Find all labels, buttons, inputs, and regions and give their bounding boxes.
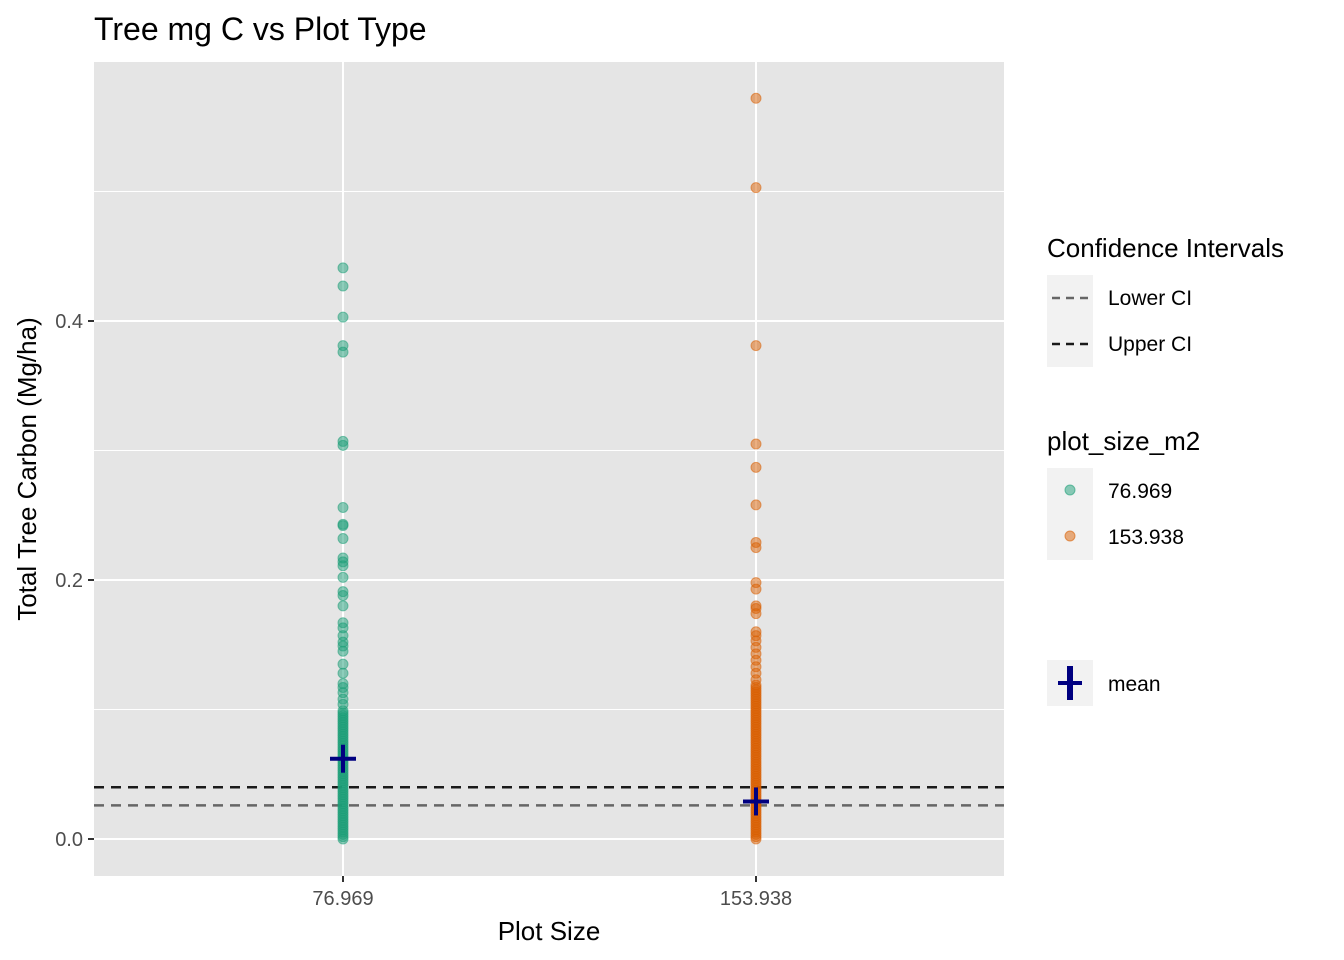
data-point (337, 439, 349, 451)
x-axis-title: Plot Size (498, 916, 601, 946)
mean-marker (743, 787, 769, 816)
y-tick-label: 0.0 (55, 829, 83, 851)
data-point (337, 571, 349, 583)
legend-ci-title: Confidence Intervals (1047, 233, 1284, 263)
x-tick-label: 153.938 (720, 888, 792, 910)
data-point (337, 501, 349, 513)
mean-marker (330, 744, 356, 773)
legend-size-key-76 (1064, 484, 1076, 496)
legend-size-label-153: 153.938 (1108, 526, 1184, 549)
legend-size-title: plot_size_m2 (1047, 426, 1200, 456)
legend-lower-ci-label: Lower CI (1108, 287, 1192, 310)
data-point (750, 542, 762, 554)
data-point (750, 608, 762, 620)
data-point (750, 92, 762, 104)
data-point (337, 311, 349, 323)
legend-ci-key-bg (1047, 275, 1093, 367)
data-point (337, 520, 349, 532)
legend-size-key-bg (1047, 468, 1093, 560)
data-point (337, 262, 349, 274)
data-point (337, 600, 349, 612)
y-tick-label: 0.4 (55, 311, 83, 333)
legend-mean-label: mean (1108, 673, 1161, 696)
y-axis-title: Total Tree Carbon (Mg/ha) (12, 317, 42, 620)
data-point (337, 280, 349, 292)
legend-size-label-76: 76.969 (1108, 480, 1172, 503)
x-tick-label: 76.969 (312, 888, 373, 910)
legend-upper-ci-label: Upper CI (1108, 333, 1192, 356)
axes: 0.0 0.2 0.4 76.969 153.938 (55, 311, 792, 910)
data-point (750, 340, 762, 352)
y-tick-label: 0.2 (55, 570, 83, 592)
legend-size-key-153 (1064, 530, 1076, 542)
data-point (337, 533, 349, 545)
data-point (337, 705, 349, 717)
legend: Confidence Intervals Lower CI Upper CI p… (1047, 233, 1284, 706)
plot-panel (94, 62, 1004, 876)
data-point (750, 499, 762, 511)
data-point (750, 461, 762, 473)
data-point (750, 182, 762, 194)
chart-title: Tree mg C vs Plot Type (94, 11, 427, 47)
mean-markers (330, 744, 769, 816)
data-point (337, 560, 349, 572)
data-point (750, 583, 762, 595)
grid-lines (94, 62, 1004, 876)
data-point (750, 679, 762, 691)
data-point (337, 346, 349, 358)
data-points (337, 92, 762, 845)
data-point (337, 590, 349, 602)
data-point (337, 645, 349, 657)
data-point (337, 658, 349, 670)
data-point (337, 667, 349, 679)
data-point (750, 438, 762, 450)
legend-mean-icon (1058, 666, 1082, 700)
